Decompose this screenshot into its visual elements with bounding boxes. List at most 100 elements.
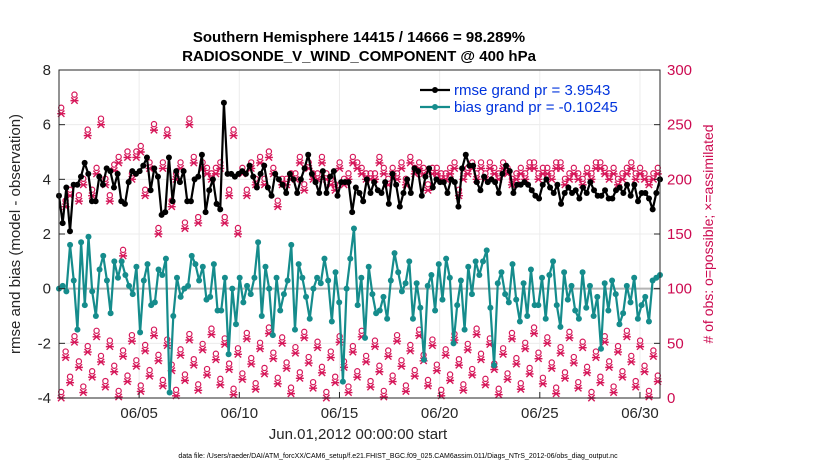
obs-possible-marker	[614, 342, 622, 350]
obs-possible-marker	[137, 382, 144, 389]
bias-point	[144, 261, 151, 268]
bias-point	[162, 255, 169, 262]
rmse-point	[125, 179, 132, 186]
legend-bias-swatch-marker	[432, 104, 438, 110]
bias-point	[627, 299, 634, 306]
rmse-point	[415, 168, 422, 175]
rmse-point	[565, 184, 572, 191]
obs-assimilated-marker	[379, 393, 388, 401]
bias-point	[564, 296, 571, 303]
bias-point	[572, 307, 579, 314]
rmse-point	[180, 168, 187, 175]
bias-point	[428, 272, 435, 278]
rmse-point	[470, 162, 477, 169]
obs-assimilated-marker	[574, 384, 583, 392]
obs-assimilated-marker	[591, 353, 600, 362]
obs-assimilated-marker	[565, 175, 574, 184]
bias-point	[586, 282, 593, 289]
obs-assimilated-marker	[269, 354, 278, 363]
obs-possible-marker	[438, 386, 445, 394]
obs-assimilated-marker	[631, 175, 640, 184]
rmse-point	[481, 173, 488, 180]
bias-point	[380, 293, 387, 300]
bias-point	[192, 261, 199, 268]
obs-possible-marker	[75, 358, 83, 365]
obs-assimilated-marker	[521, 345, 530, 353]
obs-possible-marker	[199, 340, 206, 348]
legend-rmse-swatch-marker	[432, 87, 438, 93]
bias-point	[347, 255, 354, 262]
obs-possible-marker	[398, 159, 405, 166]
obs-assimilated-marker	[401, 387, 410, 396]
obs-assimilated-marker	[384, 352, 393, 361]
obs-assimilated-marker	[614, 348, 623, 356]
obs-possible-marker	[239, 370, 246, 377]
obs-assimilated-marker	[335, 164, 344, 173]
obs-possible-marker	[327, 348, 334, 355]
obs-possible-marker	[80, 383, 87, 390]
bias-point	[291, 326, 298, 333]
obs-assimilated-marker	[207, 330, 216, 339]
obs-possible-marker	[274, 374, 281, 381]
obs-possible-marker	[75, 191, 83, 199]
obs-possible-marker	[230, 126, 237, 133]
obs-assimilated-marker	[397, 362, 406, 370]
obs-possible-marker	[354, 368, 361, 375]
bias-point	[225, 351, 232, 358]
obs-possible-marker	[628, 352, 635, 360]
obs-assimilated-marker	[83, 131, 92, 140]
rmse-point	[121, 200, 128, 207]
bias-point	[362, 334, 369, 341]
obs-possible-marker	[544, 164, 551, 172]
y-tick-label-left: -4	[38, 390, 51, 407]
obs-assimilated-marker	[114, 393, 123, 401]
bias-point	[306, 315, 313, 322]
bias-point	[240, 299, 247, 306]
obs-possible-marker	[566, 328, 573, 336]
obs-possible-marker	[93, 164, 100, 172]
rmse-point	[609, 195, 616, 202]
bias-point	[185, 282, 192, 289]
obs-possible-marker	[203, 164, 211, 172]
obs-possible-marker	[371, 170, 379, 177]
obs-possible-marker	[499, 159, 507, 166]
bias-point	[424, 282, 431, 289]
bias-point	[284, 277, 291, 284]
rmse-point	[543, 176, 550, 183]
rmse-point	[334, 192, 341, 199]
bias-point	[339, 378, 346, 385]
rmse-point	[561, 190, 568, 196]
obs-assimilated-marker	[578, 344, 587, 352]
obs-possible-marker	[367, 377, 374, 385]
obs-possible-marker	[349, 342, 357, 350]
rmse-point	[451, 179, 458, 186]
obs-possible-marker	[362, 352, 370, 360]
obs-assimilated-marker	[410, 372, 419, 380]
obs-assimilated-marker	[79, 181, 88, 189]
obs-assimilated-marker	[477, 356, 486, 364]
obs-assimilated-marker	[463, 346, 472, 354]
rmse-point	[462, 151, 469, 158]
obs-assimilated-marker	[74, 363, 83, 372]
obs-assimilated-marker	[163, 131, 172, 140]
obs-possible-marker	[186, 115, 193, 122]
bias-point	[553, 302, 560, 309]
obs-assimilated-marker	[432, 366, 441, 375]
obs-assimilated-marker	[631, 383, 640, 391]
y-tick-label-right: 300	[667, 62, 692, 79]
obs-possible-marker	[234, 345, 242, 352]
obs-possible-marker	[530, 324, 538, 331]
bias-point	[432, 307, 439, 314]
obs-assimilated-marker	[225, 365, 234, 374]
obs-assimilated-marker	[66, 378, 75, 387]
rmse-point	[459, 165, 466, 172]
rmse-point	[576, 195, 583, 202]
obs-possible-marker	[66, 373, 74, 380]
obs-possible-marker	[548, 170, 555, 177]
obs-possible-marker	[296, 153, 304, 161]
obs-assimilated-marker	[516, 385, 525, 393]
rmse-point	[297, 176, 304, 183]
bias-point	[328, 318, 335, 325]
obs-assimilated-marker	[88, 373, 97, 381]
obs-possible-marker	[517, 380, 524, 387]
